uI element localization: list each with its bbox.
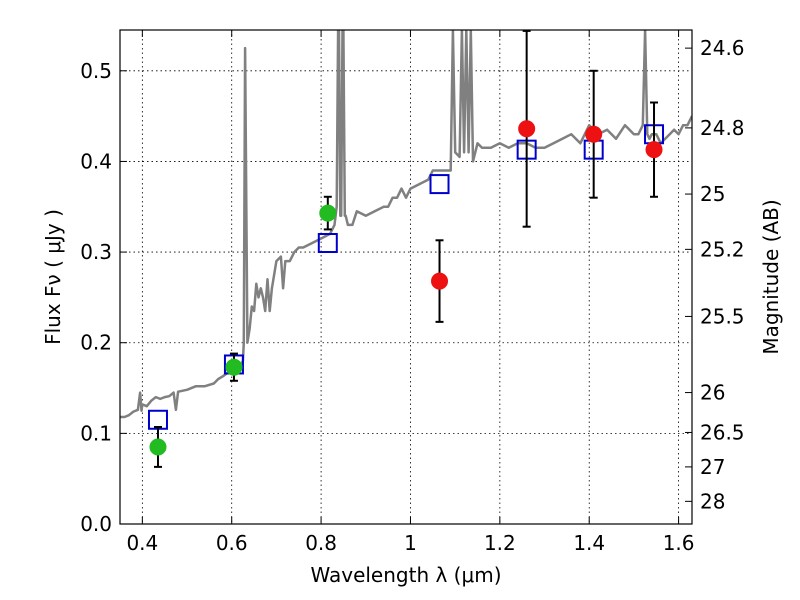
x-tick-label: 1.2 bbox=[484, 531, 516, 555]
observed-nir-point bbox=[645, 141, 663, 159]
y-tick-label: 0.0 bbox=[80, 512, 112, 536]
model-photometry-point bbox=[317, 233, 338, 254]
x-axis-label: Wavelength λ (μm) bbox=[310, 563, 501, 587]
right-axis-label: Magnitude (AB) bbox=[759, 199, 783, 354]
x-tick-label: 1 bbox=[404, 531, 417, 555]
plot-frame bbox=[119, 29, 693, 525]
y-tick-label: 0.5 bbox=[80, 59, 112, 83]
right-axis-tick-label: 26.5 bbox=[700, 420, 745, 444]
right-axis-tick-label: 25.2 bbox=[700, 237, 745, 261]
y-tick-label: 0.3 bbox=[80, 240, 112, 264]
observed-nir-point bbox=[585, 125, 603, 143]
y-tick-label: 0.2 bbox=[80, 331, 112, 355]
model-photometry-point bbox=[429, 174, 450, 195]
right-axis-tick-label: 25 bbox=[700, 182, 725, 206]
plot-area bbox=[120, 29, 692, 468]
right-axis-tick-label: 24.8 bbox=[700, 116, 745, 140]
x-tick-label: 0.6 bbox=[216, 531, 248, 555]
x-tick-label: 1.6 bbox=[663, 531, 695, 555]
y-tick-label: 0.1 bbox=[80, 421, 112, 445]
right-axis-tick-label: 27 bbox=[700, 455, 725, 479]
observed-optical-point bbox=[225, 358, 243, 376]
y-tick-label: 0.4 bbox=[80, 149, 112, 173]
observed-nir-point bbox=[518, 120, 536, 138]
right-axis-tick-label: 26 bbox=[700, 381, 725, 405]
y-axis-label: Flux Fν ( μJy ) bbox=[41, 209, 65, 345]
axes: 0.4 0.6 0.8 1 1.2 1.4 1.6 0.0 0.1 0.2 0.3 0.4 0.5 24.… bbox=[80, 30, 745, 555]
observed-optical-point bbox=[319, 204, 337, 222]
spectrum-line bbox=[120, 30, 692, 419]
x-tick-label: 0.4 bbox=[126, 531, 158, 555]
observed-nir-point bbox=[431, 272, 449, 290]
x-tick-label: 0.8 bbox=[305, 531, 337, 555]
right-axis-tick-label: 28 bbox=[700, 489, 725, 513]
observed-optical-point bbox=[149, 438, 167, 456]
right-axis-tick-label: 24.6 bbox=[700, 36, 745, 60]
x-tick-label: 1.4 bbox=[573, 531, 605, 555]
right-axis-tick-label: 25.5 bbox=[700, 304, 745, 328]
